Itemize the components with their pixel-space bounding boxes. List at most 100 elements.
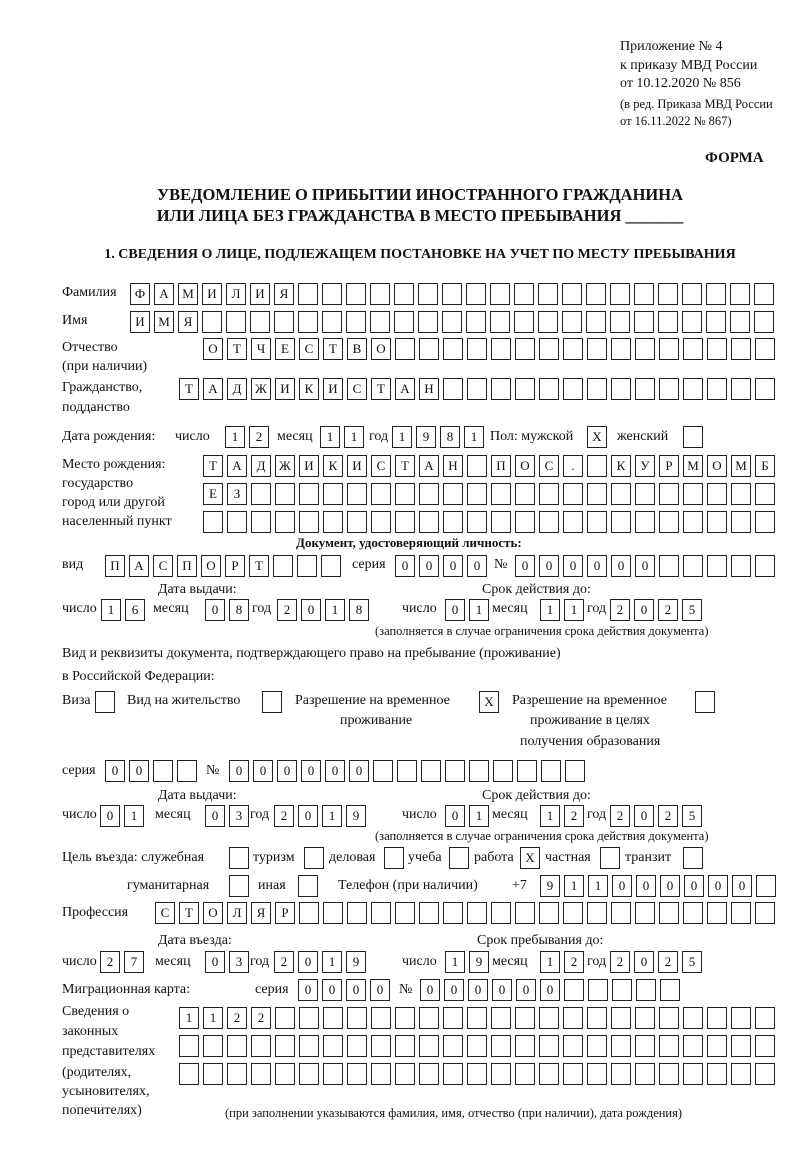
surname-cell[interactable]: И — [250, 283, 270, 305]
representatives-cell[interactable] — [299, 1007, 319, 1029]
citizenship-cell[interactable]: И — [275, 378, 295, 400]
representatives-cell[interactable] — [395, 1063, 415, 1085]
phone-cell[interactable]: 1 — [588, 875, 608, 897]
citizenship-cell[interactable]: К — [299, 378, 319, 400]
representatives-cell[interactable] — [563, 1007, 583, 1029]
visa-checkbox[interactable] — [95, 691, 115, 713]
doc-valid-year-cell[interactable]: 2 — [658, 599, 678, 621]
entry-year-cell[interactable]: 2 — [274, 951, 294, 973]
representatives-cell[interactable] — [371, 1007, 391, 1029]
migration-number-cell[interactable] — [636, 979, 656, 1001]
doc-type-cell[interactable]: П — [105, 555, 125, 577]
patronymic-cell[interactable] — [731, 338, 751, 360]
name-cell[interactable] — [394, 311, 414, 333]
surname-cell[interactable] — [586, 283, 606, 305]
patronymic-cell[interactable]: Т — [323, 338, 343, 360]
birth-place-cell[interactable] — [731, 511, 751, 533]
birth-place-cell[interactable] — [467, 455, 487, 477]
stay-month-cell[interactable]: 1 — [540, 951, 560, 973]
residence-issue-year-cell[interactable]: 2 — [274, 805, 294, 827]
phone-cell[interactable]: 0 — [684, 875, 704, 897]
entry-year-cell[interactable]: 1 — [322, 951, 342, 973]
patronymic-cell[interactable]: О — [203, 338, 223, 360]
birth-month-cell[interactable]: 1 — [344, 426, 364, 448]
phone-cell[interactable]: 0 — [612, 875, 632, 897]
birth-place-cell[interactable] — [347, 511, 367, 533]
stay-month-cell[interactable]: 2 — [564, 951, 584, 973]
citizenship-cell[interactable]: А — [203, 378, 223, 400]
birth-place-cell[interactable] — [587, 455, 607, 477]
representatives-cell[interactable] — [587, 1035, 607, 1057]
doc-issue-day-cell[interactable]: 1 — [101, 599, 121, 621]
birth-place-cell[interactable]: З — [227, 483, 247, 505]
surname-cell[interactable]: Ф — [130, 283, 150, 305]
surname-cell[interactable] — [418, 283, 438, 305]
migration-series-cell[interactable]: 0 — [322, 979, 342, 1001]
patronymic-cell[interactable]: Ч — [251, 338, 271, 360]
stay-year-cell[interactable]: 2 — [658, 951, 678, 973]
purpose-official-checkbox[interactable] — [229, 847, 249, 869]
birth-place-cell[interactable] — [275, 483, 295, 505]
representatives-cell[interactable] — [275, 1007, 295, 1029]
doc-issue-month-cell[interactable]: 8 — [229, 599, 249, 621]
representatives-cell[interactable] — [587, 1007, 607, 1029]
stay-year-cell[interactable]: 2 — [610, 951, 630, 973]
birth-place-cell[interactable] — [707, 511, 727, 533]
representatives-cell[interactable] — [683, 1007, 703, 1029]
doc-type-cell[interactable]: А — [129, 555, 149, 577]
citizenship-cell[interactable]: Д — [227, 378, 247, 400]
purpose-tourism-checkbox[interactable] — [304, 847, 324, 869]
stay-year-cell[interactable]: 0 — [634, 951, 654, 973]
birth-place-cell[interactable]: К — [323, 455, 343, 477]
profession-cell[interactable] — [371, 902, 391, 924]
birth-place-cell[interactable] — [539, 483, 559, 505]
birth-place-cell[interactable]: Т — [395, 455, 415, 477]
surname-cell[interactable]: Л — [226, 283, 246, 305]
representatives-cell[interactable] — [443, 1007, 463, 1029]
doc-number-cell[interactable]: 0 — [611, 555, 631, 577]
birth-place-cell[interactable] — [683, 483, 703, 505]
purpose-private-checkbox[interactable] — [600, 847, 620, 869]
patronymic-cell[interactable] — [707, 338, 727, 360]
representatives-cell[interactable] — [347, 1063, 367, 1085]
entry-day-cell[interactable]: 2 — [100, 951, 120, 973]
name-cell[interactable] — [610, 311, 630, 333]
representatives-cell[interactable] — [299, 1035, 319, 1057]
doc-number-cell[interactable]: 0 — [635, 555, 655, 577]
migration-number-cell[interactable] — [660, 979, 680, 1001]
residence-number-cell[interactable] — [445, 760, 465, 782]
name-cell[interactable] — [490, 311, 510, 333]
entry-month-cell[interactable]: 3 — [229, 951, 249, 973]
doc-number-cell[interactable]: 0 — [515, 555, 535, 577]
surname-cell[interactable]: Я — [274, 283, 294, 305]
surname-cell[interactable] — [610, 283, 630, 305]
birth-place-cell[interactable]: Р — [659, 455, 679, 477]
stay-year-cell[interactable]: 5 — [682, 951, 702, 973]
doc-series-cell[interactable]: 0 — [419, 555, 439, 577]
profession-cell[interactable] — [467, 902, 487, 924]
residence-number-cell[interactable]: 0 — [325, 760, 345, 782]
birth-place-cell[interactable] — [515, 483, 535, 505]
representatives-cell[interactable] — [491, 1035, 511, 1057]
representatives-cell[interactable] — [443, 1035, 463, 1057]
surname-cell[interactable] — [730, 283, 750, 305]
birth-place-cell[interactable]: Д — [251, 455, 271, 477]
profession-cell[interactable] — [539, 902, 559, 924]
residence-issue-year-cell[interactable]: 1 — [322, 805, 342, 827]
doc-valid-day-cell[interactable]: 1 — [469, 599, 489, 621]
doc-issue-day-cell[interactable]: 6 — [125, 599, 145, 621]
patronymic-cell[interactable] — [683, 338, 703, 360]
representatives-cell[interactable] — [611, 1007, 631, 1029]
citizenship-cell[interactable] — [755, 378, 775, 400]
birth-place-cell[interactable] — [659, 511, 679, 533]
surname-cell[interactable] — [322, 283, 342, 305]
patronymic-cell[interactable] — [515, 338, 535, 360]
patronymic-cell[interactable] — [491, 338, 511, 360]
migration-number-cell[interactable]: 0 — [516, 979, 536, 1001]
doc-type-cell[interactable] — [321, 555, 341, 577]
citizenship-cell[interactable] — [635, 378, 655, 400]
phone-cell[interactable]: 0 — [708, 875, 728, 897]
phone-cell[interactable] — [756, 875, 776, 897]
purpose-work-checkbox[interactable]: X — [520, 847, 540, 869]
representatives-cell[interactable] — [467, 1035, 487, 1057]
